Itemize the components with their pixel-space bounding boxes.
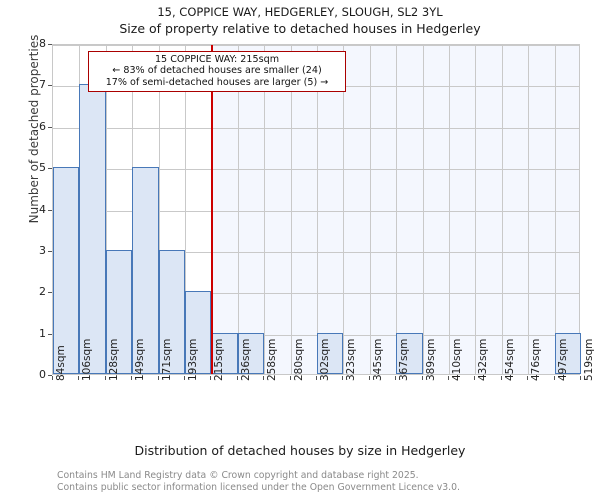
x-axis-tick-label: 193sqm [187,338,199,381]
gridline-vertical [501,45,503,374]
x-axis-tick-label: 215sqm [213,338,226,381]
x-axis-tick-mark [316,376,317,380]
x-axis-tick-mark [448,376,449,380]
gridline-horizontal [53,251,579,253]
x-axis-tick-label: 367sqm [398,338,411,381]
x-axis-tick-mark [289,376,291,380]
gridline-vertical [528,45,530,374]
x-axis-tick-label: 323sqm [345,338,358,381]
x-axis-tick-mark [104,376,106,380]
y-axis-tick-label: 2 [39,285,46,299]
gridline-vertical [449,45,450,374]
x-axis-tick-label: 171sqm [160,338,173,381]
histogram-bar [554,332,581,374]
property-marker-line [211,45,213,374]
x-axis-tick-label: 454sqm [503,338,516,381]
histogram-bar [132,167,159,374]
x-axis-tick-mark [131,376,133,380]
x-axis-tick-label: 128sqm [107,338,120,381]
gridline-horizontal [53,334,579,336]
gridline-vertical [158,45,160,374]
x-axis-tick-mark [500,376,502,380]
x-axis-tick-mark [210,376,212,380]
x-axis-tick-mark [184,376,185,380]
histogram-bar [237,332,265,374]
histogram-bar [79,84,106,374]
x-axis-tick-mark [157,376,159,380]
gridline-horizontal [53,210,579,212]
x-axis-tick-mark [368,376,370,380]
x-axis-tick-label: 476sqm [530,338,543,381]
chart-title-block: 15, COPPICE WAY, HEDGERLEY, SLOUGH, SL2 … [0,4,600,38]
x-axis-tick-label: 236sqm [239,338,252,381]
x-axis-tick-mark [527,376,529,380]
x-axis-tick-mark [395,376,397,380]
gridline-horizontal [53,293,579,295]
histogram-bar [317,332,344,374]
plot-area [52,44,581,375]
property-annotation-box: 15 COPPICE WAY: 215sqm ← 83% of detached… [88,51,346,93]
histogram-bar [53,167,80,374]
x-axis-tick-label: 280sqm [292,338,305,381]
gridline-vertical [317,45,318,374]
footer-line-2: Contains public sector information licen… [57,481,460,493]
annotation-line-smaller: ← 83% of detached houses are smaller (24… [112,65,322,77]
x-axis-tick-label: 302sqm [319,338,331,381]
gridline-vertical [237,45,239,374]
x-axis-tick-mark [553,376,555,380]
gridline-vertical [554,45,556,374]
x-axis-tick-label: 410sqm [451,338,463,381]
gridline-vertical [105,45,107,374]
chart-subtitle: Size of property relative to detached ho… [119,21,481,36]
gridline-vertical [422,45,424,374]
y-axis-title: Number of detached properties [27,34,41,224]
gridline-vertical [396,45,398,374]
x-axis-tick-label: 345sqm [371,338,384,381]
x-axis-tick-mark [52,376,53,380]
gridline-horizontal [53,169,579,171]
histogram-bar [105,249,133,374]
x-axis-tick-mark [263,376,265,380]
x-axis-tick-mark [474,376,476,380]
gridline-vertical [290,45,292,374]
gridline-vertical [185,45,186,374]
annotation-line-larger: 17% of semi-detached houses are larger (… [105,76,329,88]
y-axis-tick-label: 1 [39,326,46,340]
gridline-vertical [264,45,266,374]
footer-line-1: Contains HM Land Registry data © Crown c… [57,470,419,481]
x-axis-tick-label: 149sqm [134,338,147,381]
gridline-vertical [343,45,345,374]
attribution-footer: Contains HM Land Registry data © Crown c… [57,470,597,493]
y-axis-tick-label: 0 [39,368,46,381]
x-axis-tick-mark [236,376,238,380]
x-axis-tick-mark [580,376,581,380]
histogram-bar [185,291,212,374]
page-title: 15, COPPICE WAY, HEDGERLEY, SLOUGH, SL2 … [157,5,443,19]
x-axis-tick-label: 519sqm [583,338,595,381]
histogram-bar [158,249,185,374]
above-marker-shading [211,45,579,374]
x-axis-tick-mark [78,376,80,380]
gridline-vertical [369,45,371,374]
x-axis-tick-label: 389sqm [424,338,437,381]
x-axis-tick-mark [421,376,423,380]
gridline-vertical [475,45,477,374]
x-axis-tick-label: 106sqm [81,338,94,381]
x-axis-title: Distribution of detached houses by size … [134,443,466,458]
x-axis-tick-label: 258sqm [266,338,279,381]
gridline-horizontal [53,127,579,129]
gridline-horizontal [53,45,579,46]
x-axis-tick-label: 84sqm [55,345,67,381]
x-axis-tick-label: 432sqm [477,338,490,381]
x-axis-tick-label: 497sqm [556,338,569,381]
annotation-line-property: 15 COPPICE WAY: 215sqm [154,54,280,65]
x-axis-tick-mark [342,376,344,380]
histogram-bar [396,332,423,374]
